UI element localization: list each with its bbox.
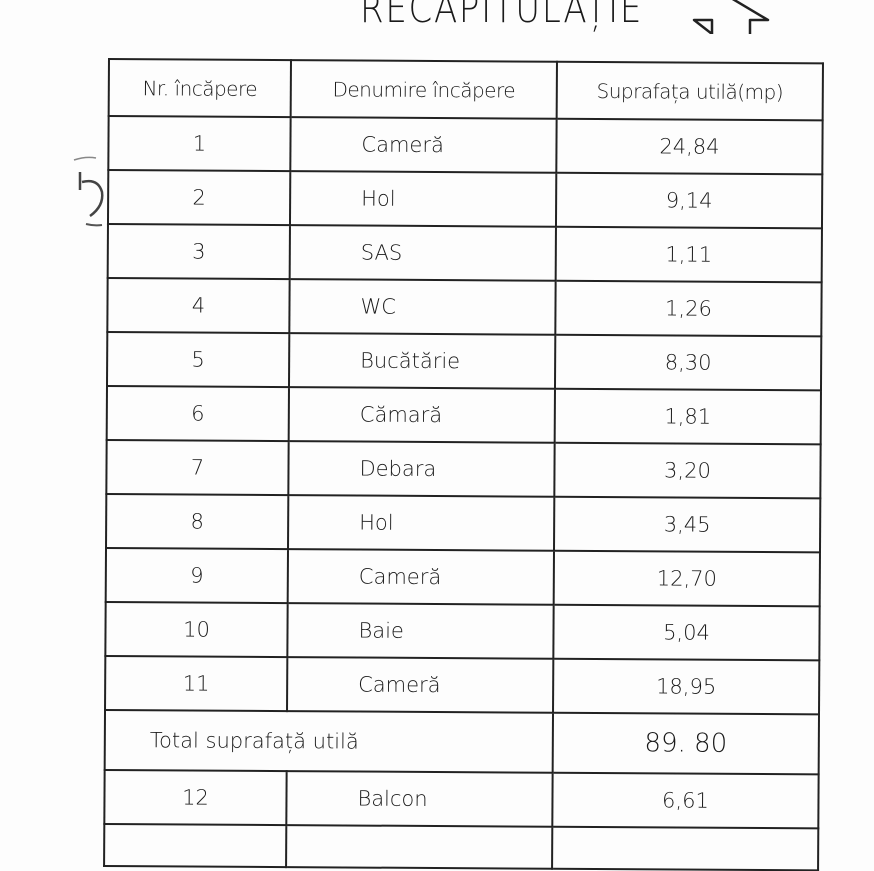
cell-room-name: Cameră	[290, 117, 557, 173]
header-room-name: Denumire încăpere	[290, 60, 557, 119]
table-row: 12 Balcon 6,61	[104, 769, 819, 829]
cell-room-name: Baie	[287, 603, 554, 659]
table-row: 2 Hol 9,14	[107, 170, 823, 229]
cell-room-name: Cameră	[287, 549, 554, 605]
cell-usable-area: 1,26	[555, 280, 822, 337]
cell-empty	[286, 825, 553, 869]
cell-room-name: Hol	[288, 495, 555, 551]
cell-usable-area: 5,04	[553, 604, 820, 661]
cell-room-number: 6	[106, 386, 289, 442]
table-row: 4 WC 1,26	[107, 278, 822, 337]
table-row: 9 Cameră 12,70	[105, 547, 820, 607]
cell-empty	[552, 826, 819, 871]
cell-empty	[104, 823, 287, 868]
cell-room-number: 12	[104, 769, 287, 826]
cell-room-name: Cameră	[287, 657, 554, 713]
table-row: 3 SAS 1,11	[107, 224, 822, 283]
cell-usable-area: 24,84	[556, 118, 823, 175]
cell-room-number: 2	[107, 170, 291, 226]
table-row: 6 Cămară 1,81	[106, 386, 821, 445]
document-title: RECAPITULAȚIE	[360, 0, 644, 32]
cell-room-number: 3	[107, 224, 290, 280]
cell-room-name: Debara	[288, 441, 555, 497]
table-row: 1 Cameră 24,84	[108, 116, 823, 175]
table-row: 5 Bucătărie 8,30	[106, 332, 822, 391]
cell-usable-area: 3,20	[554, 442, 821, 499]
table-row-partial	[104, 823, 819, 871]
cell-usable-area: 18,95	[553, 658, 820, 715]
total-label: Total suprafață utilă	[104, 709, 554, 773]
cell-room-number: 9	[105, 547, 289, 604]
cell-usable-area: 12,70	[553, 550, 820, 607]
table-row: 7 Debara 3,20	[106, 439, 821, 499]
margin-note	[72, 150, 122, 240]
header-usable-area: Suprafața utilă(mp)	[556, 61, 823, 121]
cell-room-name: Cămară	[288, 387, 555, 443]
cell-usable-area: 1,11	[555, 226, 822, 283]
cell-usable-area: 6,61	[552, 772, 819, 829]
cell-room-number: 10	[105, 601, 288, 658]
total-value: 89. 80	[552, 712, 820, 775]
cell-room-name: WC	[289, 279, 556, 335]
cell-usable-area: 1,81	[554, 388, 821, 445]
cell-room-number: 7	[106, 439, 289, 496]
room-summary-table: Nr. încăpere Denumire încăpere Suprafața…	[103, 58, 824, 871]
cell-room-number: 8	[106, 493, 289, 550]
table-row: 11 Cameră 18,95	[105, 655, 820, 715]
arrow-up-outline-icon	[692, 0, 770, 34]
table-row: 10 Baie 5,04	[105, 601, 820, 661]
header-room-number: Nr. încăpere	[108, 59, 291, 118]
cell-room-name: Balcon	[286, 771, 553, 827]
cell-room-name: SAS	[289, 225, 556, 281]
cell-room-number: 11	[105, 655, 288, 712]
total-row: Total suprafață utilă 89. 80	[104, 709, 820, 775]
cell-room-number: 4	[107, 278, 290, 334]
cell-room-number: 5	[106, 332, 290, 388]
cell-room-name: Hol	[289, 171, 557, 227]
cell-room-name: Bucătărie	[288, 333, 556, 389]
table-row: 8 Hol 3,45	[106, 493, 821, 553]
cell-room-number: 1	[108, 116, 291, 172]
cell-usable-area: 8,30	[554, 334, 822, 391]
table-header-row: Nr. încăpere Denumire încăpere Suprafața…	[108, 59, 823, 121]
cell-usable-area: 9,14	[555, 172, 823, 229]
cell-usable-area: 3,45	[553, 496, 821, 553]
